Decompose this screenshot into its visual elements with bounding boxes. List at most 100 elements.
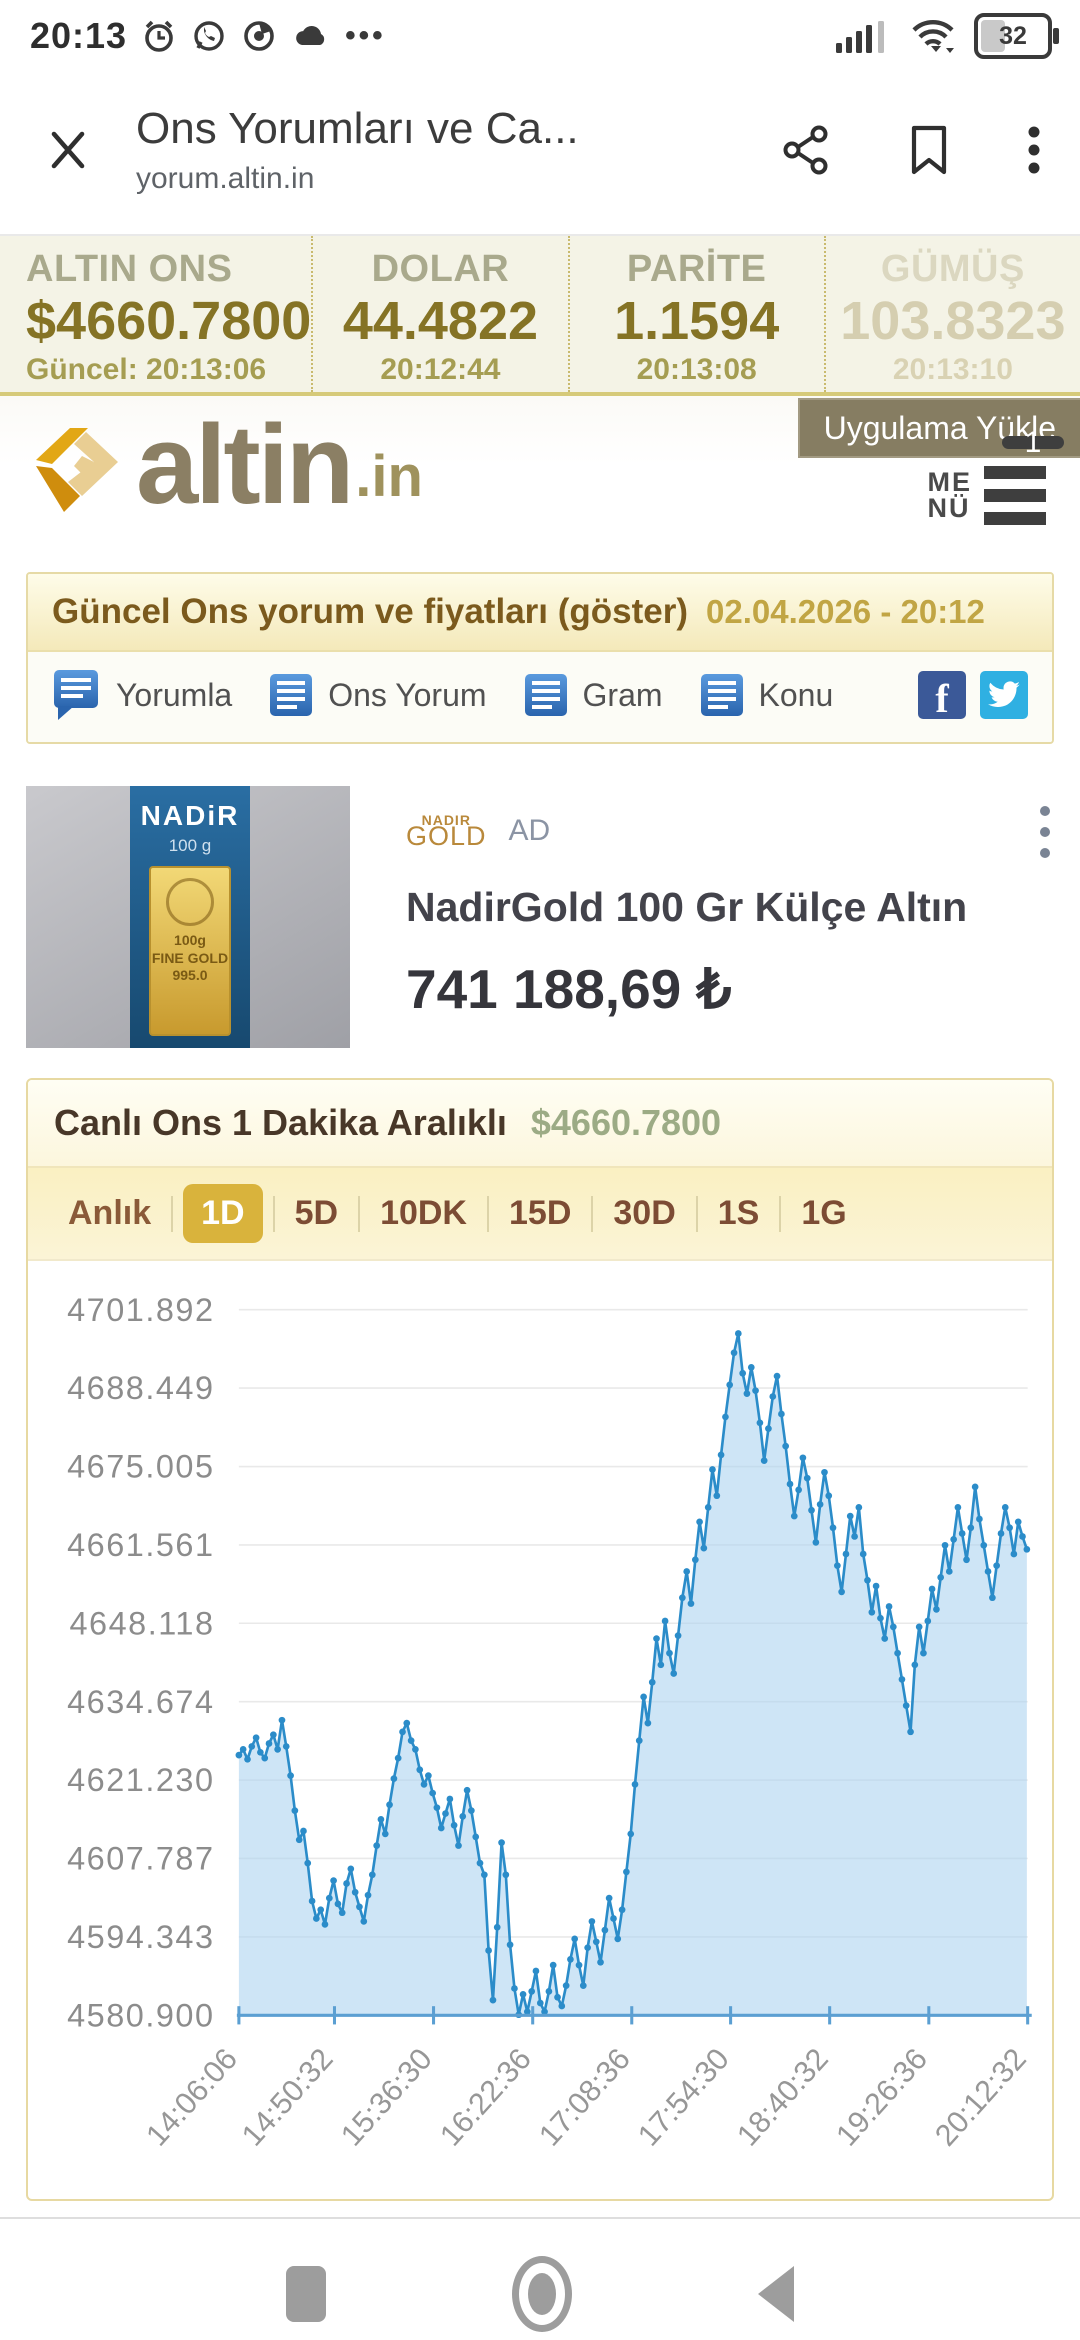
ad-badge: AD <box>508 814 551 847</box>
list-icon <box>270 674 313 716</box>
menu-label-line1: ME <box>927 466 972 497</box>
twitter-bird-icon <box>988 681 1020 708</box>
whatsapp-icon <box>194 21 224 51</box>
range-1g[interactable]: 1G <box>801 1194 847 1232</box>
system-icons: 32 <box>834 13 1059 59</box>
banner-title: Güncel Ons yorum ve fiyatları (göster) <box>52 592 688 631</box>
battery-percent: 32 <box>999 21 1027 50</box>
ticker-label: DOLAR <box>371 248 510 290</box>
svg-text:4594.343: 4594.343 <box>67 1919 214 1955</box>
range-5d[interactable]: 5D <box>294 1194 339 1232</box>
ticker-value: 1.1594 <box>614 291 780 351</box>
ticker-time: 20:12:44 <box>380 353 501 387</box>
svg-text:4648.118: 4648.118 <box>69 1605 214 1641</box>
more-notifications-icon: ••• <box>345 19 386 52</box>
ad-card[interactable]: NADiR 100 g 100g FINE GOLD 995.0 NADIR G… <box>26 786 1054 1048</box>
page-title: Ons Yorumları ve Ca... <box>136 104 579 153</box>
recents-button[interactable] <box>286 2266 326 2323</box>
ticker-gumus[interactable]: GÜMÜŞ 103.8323 20:13:10 <box>826 236 1080 392</box>
share-icon[interactable] <box>782 125 830 175</box>
package-weight: 100 g <box>168 836 212 855</box>
status-bar: 20:13 ••• 32 <box>0 0 1080 66</box>
range-divider <box>779 1195 782 1232</box>
chart-current-price: $4660.7800 <box>530 1102 722 1143</box>
site-header: altin .in Uygulama Yükle ME NÜ 1 <box>0 396 1080 568</box>
android-nav-bar <box>0 2217 1080 2340</box>
svg-text:4621.230: 4621.230 <box>67 1762 214 1798</box>
ticker-time: Güncel: 20:13:06 <box>26 353 267 387</box>
gold-bar: 100g FINE GOLD 995.0 <box>149 866 231 1036</box>
bookmark-icon[interactable] <box>908 124 950 176</box>
gold-bar-seal <box>166 878 214 926</box>
clock: 20:13 <box>30 15 128 56</box>
tab-gram[interactable]: Gram <box>523 672 663 718</box>
range-1s[interactable]: 1S <box>717 1194 760 1232</box>
sponsor-bottom: GOLD <box>406 820 487 851</box>
notification-icons: ••• <box>141 18 386 54</box>
range-divider <box>591 1195 594 1232</box>
svg-text:16:22:36: 16:22:36 <box>433 2042 537 2153</box>
cloud-icon <box>296 26 325 45</box>
range-15d[interactable]: 15D <box>509 1194 572 1232</box>
browser-app-icon <box>244 21 274 51</box>
overflow-menu-icon[interactable] <box>1028 125 1040 175</box>
ad-product-image: NADiR 100 g 100g FINE GOLD 995.0 <box>26 786 350 1048</box>
range-divider <box>358 1195 361 1232</box>
ticker-parite[interactable]: PARİTE 1.1594 20:13:08 <box>570 236 826 392</box>
ticker-label: PARİTE <box>626 248 767 290</box>
browser-actions <box>782 124 1040 176</box>
svg-text:20:12:32: 20:12:32 <box>928 2042 1032 2153</box>
ticker-dolar[interactable]: DOLAR 44.4822 20:12:44 <box>313 236 570 392</box>
tab-konu[interactable]: Konu <box>699 672 834 718</box>
range-1d[interactable]: 1D <box>183 1184 263 1243</box>
tab-label: Konu <box>758 676 834 713</box>
range-30d[interactable]: 30D <box>613 1194 676 1232</box>
page-url: yorum.altin.in <box>136 162 315 195</box>
price-line-chart[interactable]: 4701.892 4688.449 4675.005 4661.561 4648.118… <box>28 1261 1052 2173</box>
banner-date: 02.04.2026 - 20:12 <box>706 593 985 630</box>
ticker-value: 103.8323 <box>840 291 1066 351</box>
chart-range-tabs: Anlık 1D 5D 10DK 15D 30D 1S 1G <box>28 1166 1052 1261</box>
ad-title[interactable]: NadirGold 100 Gr Külçe Altın <box>406 884 968 930</box>
home-button[interactable] <box>512 2256 572 2333</box>
svg-text:4661.561: 4661.561 <box>67 1527 214 1563</box>
tab-ons-yorum[interactable]: Ons Yorum <box>268 672 487 718</box>
ticker-gold-ons[interactable]: ALTIN ONS $4660.7800 Güncel: 20:13:06 <box>0 236 314 392</box>
ad-content: NADIR GOLD AD NadirGold 100 Gr Külçe Alt… <box>350 786 1054 1048</box>
ticker-value: 44.4822 <box>342 291 539 351</box>
ticker-label: GÜMÜŞ <box>880 248 1025 290</box>
social-links: f <box>918 671 1028 719</box>
range-divider <box>171 1195 174 1232</box>
svg-text:17:08:36: 17:08:36 <box>532 2042 636 2153</box>
banner-header[interactable]: Güncel Ons yorum ve fiyatları (göster) 0… <box>28 574 1052 652</box>
banner-card: Güncel Ons yorum ve fiyatları (göster) 0… <box>26 572 1054 744</box>
facebook-icon[interactable]: f <box>918 671 966 719</box>
svg-text:4701.892: 4701.892 <box>67 1292 214 1328</box>
back-button[interactable] <box>758 2266 794 2323</box>
price-ticker: ALTIN ONS $4660.7800 Güncel: 20:13:06 DO… <box>0 236 1080 396</box>
chart-title: Canlı Ons 1 Dakika Aralıklı <box>54 1102 507 1143</box>
range-anlik[interactable]: Anlık <box>68 1194 152 1232</box>
alarm-icon <box>145 20 173 52</box>
svg-text:14:50:32: 14:50:32 <box>235 2042 339 2153</box>
tab-yorumla[interactable]: Yorumla <box>52 668 232 722</box>
twitter-icon[interactable] <box>980 671 1028 719</box>
tab-label: Yorumla <box>116 676 233 713</box>
ad-price: 741 188,69 ₺ <box>406 958 732 1020</box>
menu-button[interactable]: ME NÜ 1 <box>927 426 1064 525</box>
chart-header: Canlı Ons 1 Dakika Aralıklı $4660.7800 <box>28 1080 1052 1166</box>
ad-meta: NADIR GOLD AD <box>406 812 1028 851</box>
site-logo[interactable]: altin .in <box>22 408 423 521</box>
gold-bar-text2: FINE GOLD <box>151 949 229 966</box>
chart-bottom-padding <box>28 2173 1052 2199</box>
tab-label: Gram <box>582 676 663 713</box>
ad-options-icon[interactable] <box>1040 806 1050 858</box>
svg-text:17:54:30: 17:54:30 <box>631 2042 735 2153</box>
close-icon[interactable] <box>44 126 92 174</box>
logo-suffix: .in <box>355 444 423 510</box>
tab-label: Ons Yorum <box>328 676 487 713</box>
svg-text:4675.005: 4675.005 <box>67 1449 214 1485</box>
svg-text:14:06:06: 14:06:06 <box>140 2042 244 2153</box>
range-10dk[interactable]: 10DK <box>380 1194 467 1232</box>
svg-text:19:26:36: 19:26:36 <box>830 2042 934 2153</box>
